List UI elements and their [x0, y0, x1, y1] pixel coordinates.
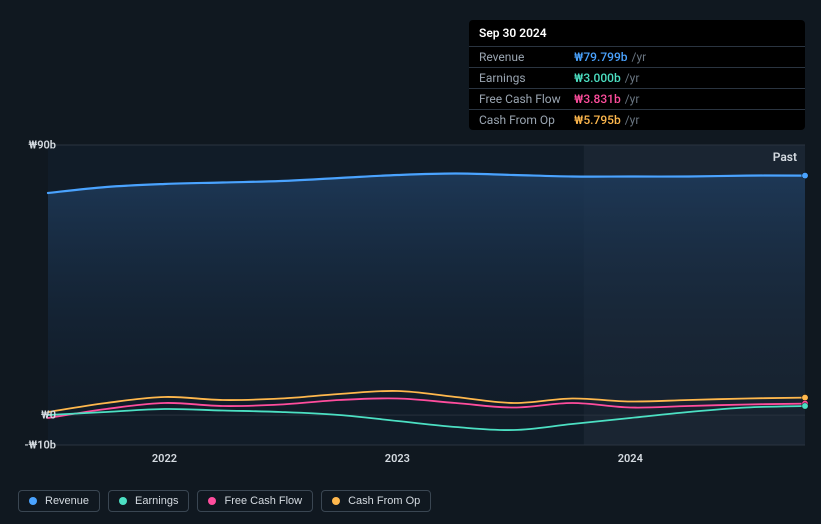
tooltip-label: Free Cash Flow	[479, 92, 574, 106]
tooltip-unit: /yr	[625, 92, 640, 106]
tooltip-row: Cash From Op₩5.795b/yr	[469, 109, 805, 130]
x-axis-label: 2022	[152, 452, 177, 465]
tooltip-value: ₩3.831b	[574, 92, 621, 106]
tooltip-date: Sep 30 2024	[469, 20, 805, 46]
legend-label: Free Cash Flow	[224, 495, 302, 507]
y-axis-label: ₩90b	[18, 139, 56, 152]
tooltip-unit: /yr	[625, 71, 640, 85]
tooltip-row: Revenue₩79.799b/yr	[469, 46, 805, 67]
legend-dot-icon	[208, 497, 216, 505]
y-axis-label: ₩0	[18, 409, 56, 422]
tooltip-value: ₩5.795b	[574, 113, 621, 127]
legend-label: Cash From Op	[348, 495, 420, 507]
x-axis-label: 2024	[618, 452, 643, 465]
tooltip-row: Free Cash Flow₩3.831b/yr	[469, 88, 805, 109]
y-axis-label: -₩10b	[18, 439, 56, 452]
legend-item-revenue[interactable]: Revenue	[18, 490, 100, 512]
legend-label: Earnings	[135, 495, 178, 507]
tooltip-value: ₩79.799b	[574, 50, 628, 64]
tooltip-unit: /yr	[625, 113, 640, 127]
tooltip-value: ₩3.000b	[574, 71, 621, 85]
tooltip-label: Earnings	[479, 71, 574, 85]
chart-tooltip: Sep 30 2024 Revenue₩79.799b/yrEarnings₩3…	[469, 20, 805, 130]
tooltip-row: Earnings₩3.000b/yr	[469, 67, 805, 88]
past-label: Past	[773, 150, 797, 164]
legend-dot-icon	[332, 497, 340, 505]
tooltip-label: Revenue	[479, 50, 574, 64]
legend-item-earnings[interactable]: Earnings	[108, 490, 189, 512]
legend-item-cash-from-op[interactable]: Cash From Op	[321, 490, 431, 512]
legend-dot-icon	[29, 497, 37, 505]
legend-dot-icon	[119, 497, 127, 505]
financials-chart: Past Sep 30 2024 Revenue₩79.799b/yrEarni…	[0, 0, 821, 524]
legend-label: Revenue	[45, 495, 89, 507]
tooltip-label: Cash From Op	[479, 113, 574, 127]
chart-legend: Revenue Earnings Free Cash Flow Cash From O…	[18, 490, 431, 512]
tooltip-unit: /yr	[632, 50, 647, 64]
legend-item-free-cash-flow[interactable]: Free Cash Flow	[197, 490, 313, 512]
x-axis-label: 2023	[385, 452, 410, 465]
